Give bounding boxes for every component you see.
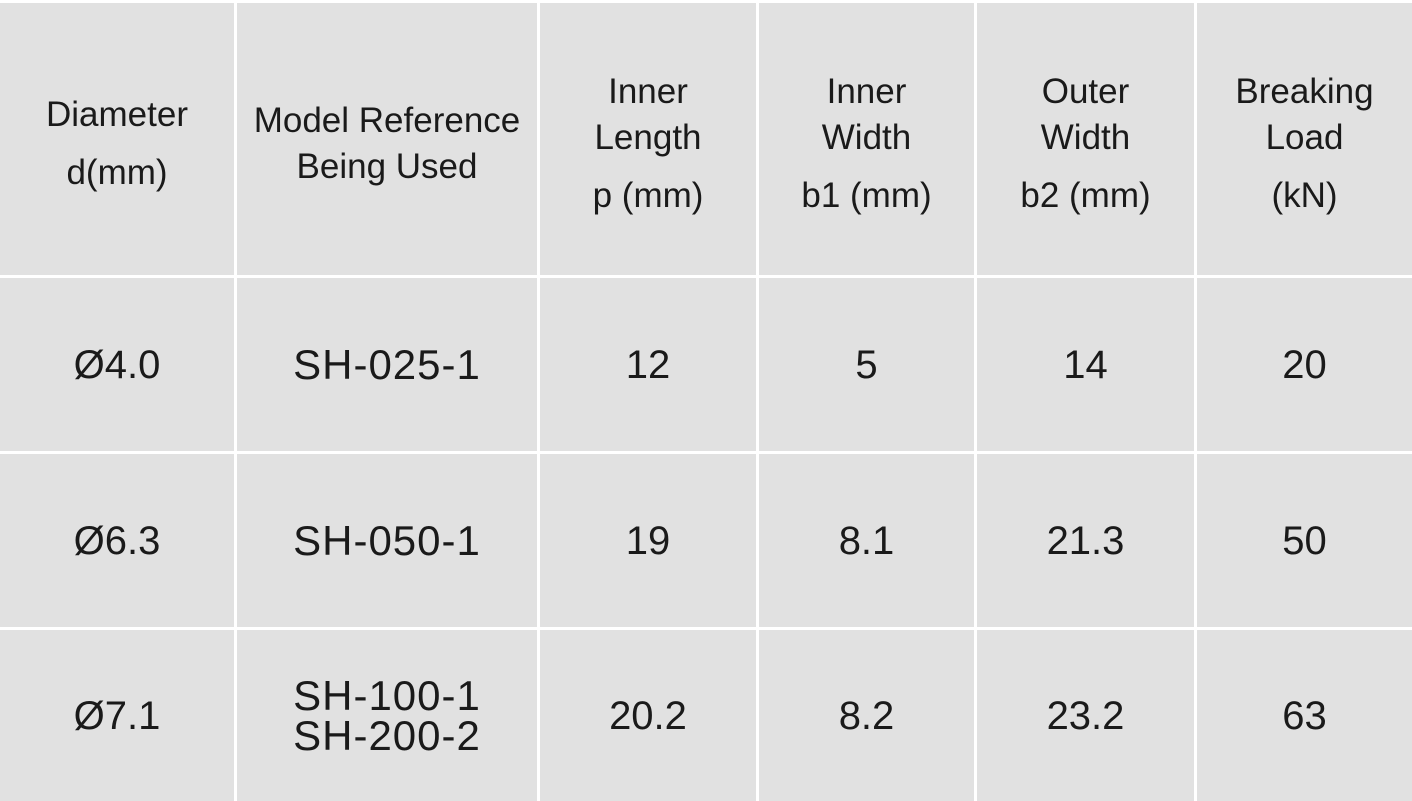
table-cell: SH-025-1 (237, 278, 537, 451)
table-cell: 20 (1197, 278, 1412, 451)
header-text: Diameter (46, 95, 188, 134)
header-text: Width (1040, 118, 1131, 157)
cell-text: SH-200-2 (293, 711, 481, 759)
header-unit: d(mm) (66, 153, 168, 192)
header-unit: b2 (mm) (1020, 176, 1151, 215)
table-cell: 63 (1197, 630, 1412, 801)
cell-text: SH-025-1 (293, 340, 481, 388)
table-cell: 23.2 (977, 630, 1194, 801)
table-cell: 8.1 (759, 454, 974, 627)
header-text: Inner (826, 72, 907, 111)
header-text: Length (594, 118, 702, 157)
cell-text: SH-100-1 (293, 671, 481, 719)
header-cell: Outer Width b2 (mm) (977, 3, 1194, 275)
table-cell: Ø7.1 (0, 630, 234, 801)
cell-text: 8.1 (838, 518, 895, 563)
table-cell: 50 (1197, 454, 1412, 627)
cell-text: 14 (1063, 342, 1108, 387)
cell-text: 50 (1282, 518, 1327, 563)
table-cell: 20.2 (540, 630, 756, 801)
header-unit: (kN) (1271, 176, 1338, 215)
table-cell: 12 (540, 278, 756, 451)
cell-text: Ø4.0 (73, 342, 161, 387)
header-text: Model Reference (253, 101, 521, 140)
table-cell: 14 (977, 278, 1194, 451)
table-cell: Ø6.3 (0, 454, 234, 627)
cell-text: 19 (625, 518, 671, 563)
header-cell: Inner Width b1 (mm) (759, 3, 974, 275)
cell-text: Ø6.3 (73, 518, 161, 563)
table-cell: SH-100-1 SH-200-2 (237, 630, 537, 801)
cell-text: 12 (625, 342, 671, 387)
cell-text: 5 (855, 342, 878, 387)
table-cell: 19 (540, 454, 756, 627)
cell-text: 23.2 (1046, 693, 1125, 738)
cell-text: 63 (1282, 693, 1327, 738)
header-cell: Diameter d(mm) (0, 3, 234, 275)
header-text: Breaking (1235, 72, 1374, 111)
header-unit: p (mm) (592, 176, 704, 215)
table-cell: 5 (759, 278, 974, 451)
header-text: Width (821, 118, 912, 157)
cell-text: 8.2 (838, 693, 895, 738)
cell-text: 20 (1282, 342, 1327, 387)
header-text: Outer (1041, 72, 1130, 111)
header-text: Load (1265, 118, 1344, 157)
cell-text: SH-050-1 (293, 516, 481, 564)
cell-text: Ø7.1 (73, 693, 161, 738)
header-cell: Breaking Load (kN) (1197, 3, 1412, 275)
table-cell: 21.3 (977, 454, 1194, 627)
table-cell: Ø4.0 (0, 278, 234, 451)
cell-text: 21.3 (1046, 518, 1125, 563)
table-cell: SH-050-1 (237, 454, 537, 627)
header-text: Being Used (296, 147, 478, 186)
table-cell: 8.2 (759, 630, 974, 801)
header-text: Inner (608, 72, 688, 111)
header-unit: b1 (mm) (801, 176, 932, 215)
header-cell: Inner Length p (mm) (540, 3, 756, 275)
cell-text: 20.2 (609, 693, 687, 738)
header-cell: Model Reference Being Used (237, 3, 537, 275)
